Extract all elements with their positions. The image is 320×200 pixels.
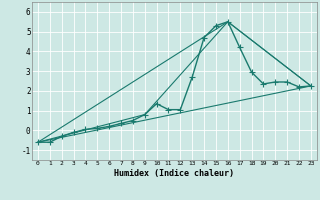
X-axis label: Humidex (Indice chaleur): Humidex (Indice chaleur) <box>115 169 234 178</box>
